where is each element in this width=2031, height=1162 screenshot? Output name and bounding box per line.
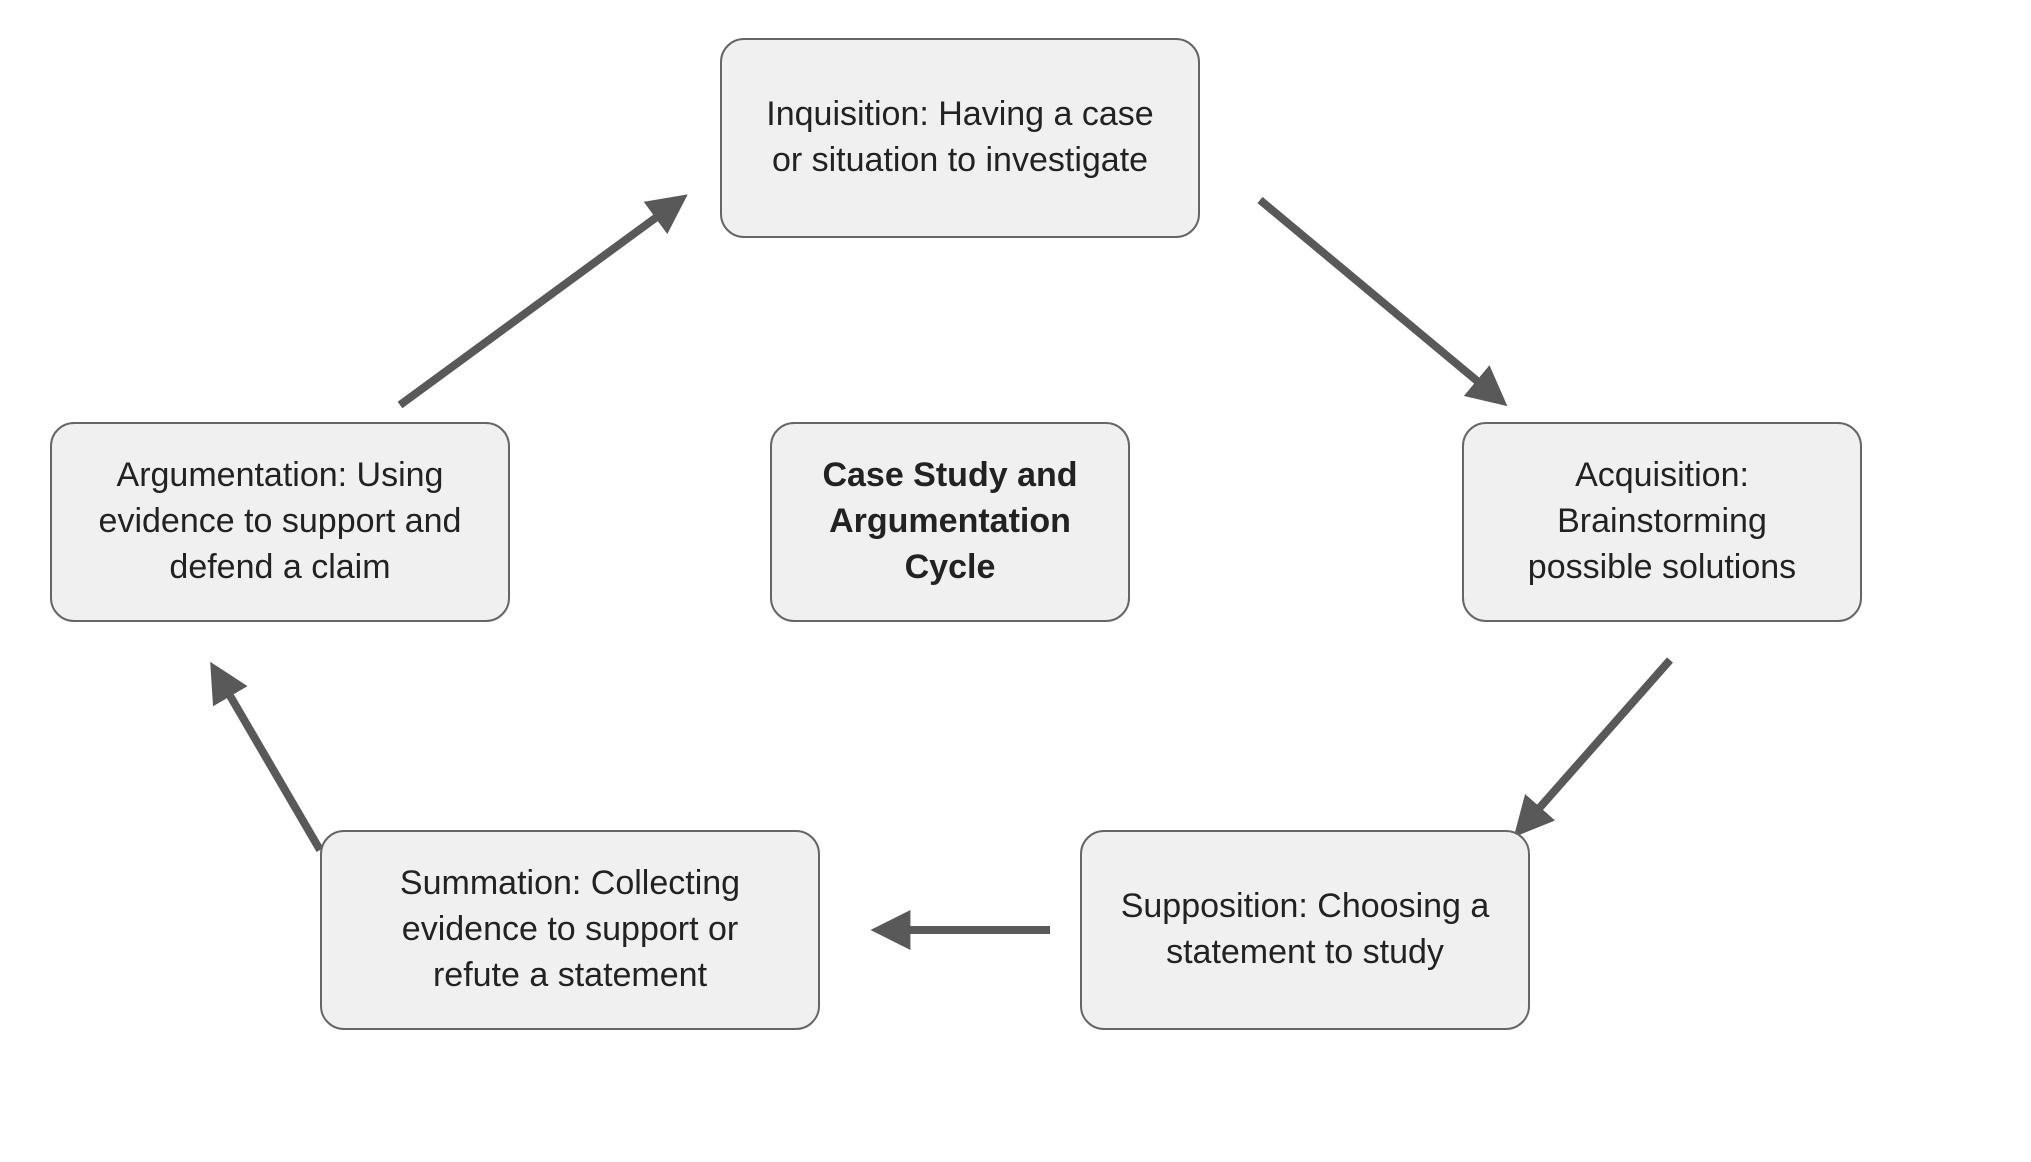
node-argumentation: Argumentation: Using evidence to support…: [50, 422, 510, 622]
node-supposition: Supposition: Choosing a statement to stu…: [1080, 830, 1530, 1030]
node-acquisition-label: Acquisition: Brainstorming possible solu…: [1496, 453, 1828, 591]
node-inquisition-label: Inquisition: Having a case or situation …: [754, 92, 1166, 184]
cycle-diagram: Case Study and Argumentation Cycle Inqui…: [0, 0, 2031, 1162]
node-inquisition: Inquisition: Having a case or situation …: [720, 38, 1200, 238]
node-supposition-label: Supposition: Choosing a statement to stu…: [1114, 884, 1496, 976]
center-node: Case Study and Argumentation Cycle: [770, 422, 1130, 622]
node-summation-label: Summation: Collecting evidence to suppor…: [354, 861, 786, 999]
node-acquisition: Acquisition: Brainstorming possible solu…: [1462, 422, 1862, 622]
node-summation: Summation: Collecting evidence to suppor…: [320, 830, 820, 1030]
node-argumentation-label: Argumentation: Using evidence to support…: [84, 453, 476, 591]
center-label: Case Study and Argumentation Cycle: [804, 453, 1096, 591]
